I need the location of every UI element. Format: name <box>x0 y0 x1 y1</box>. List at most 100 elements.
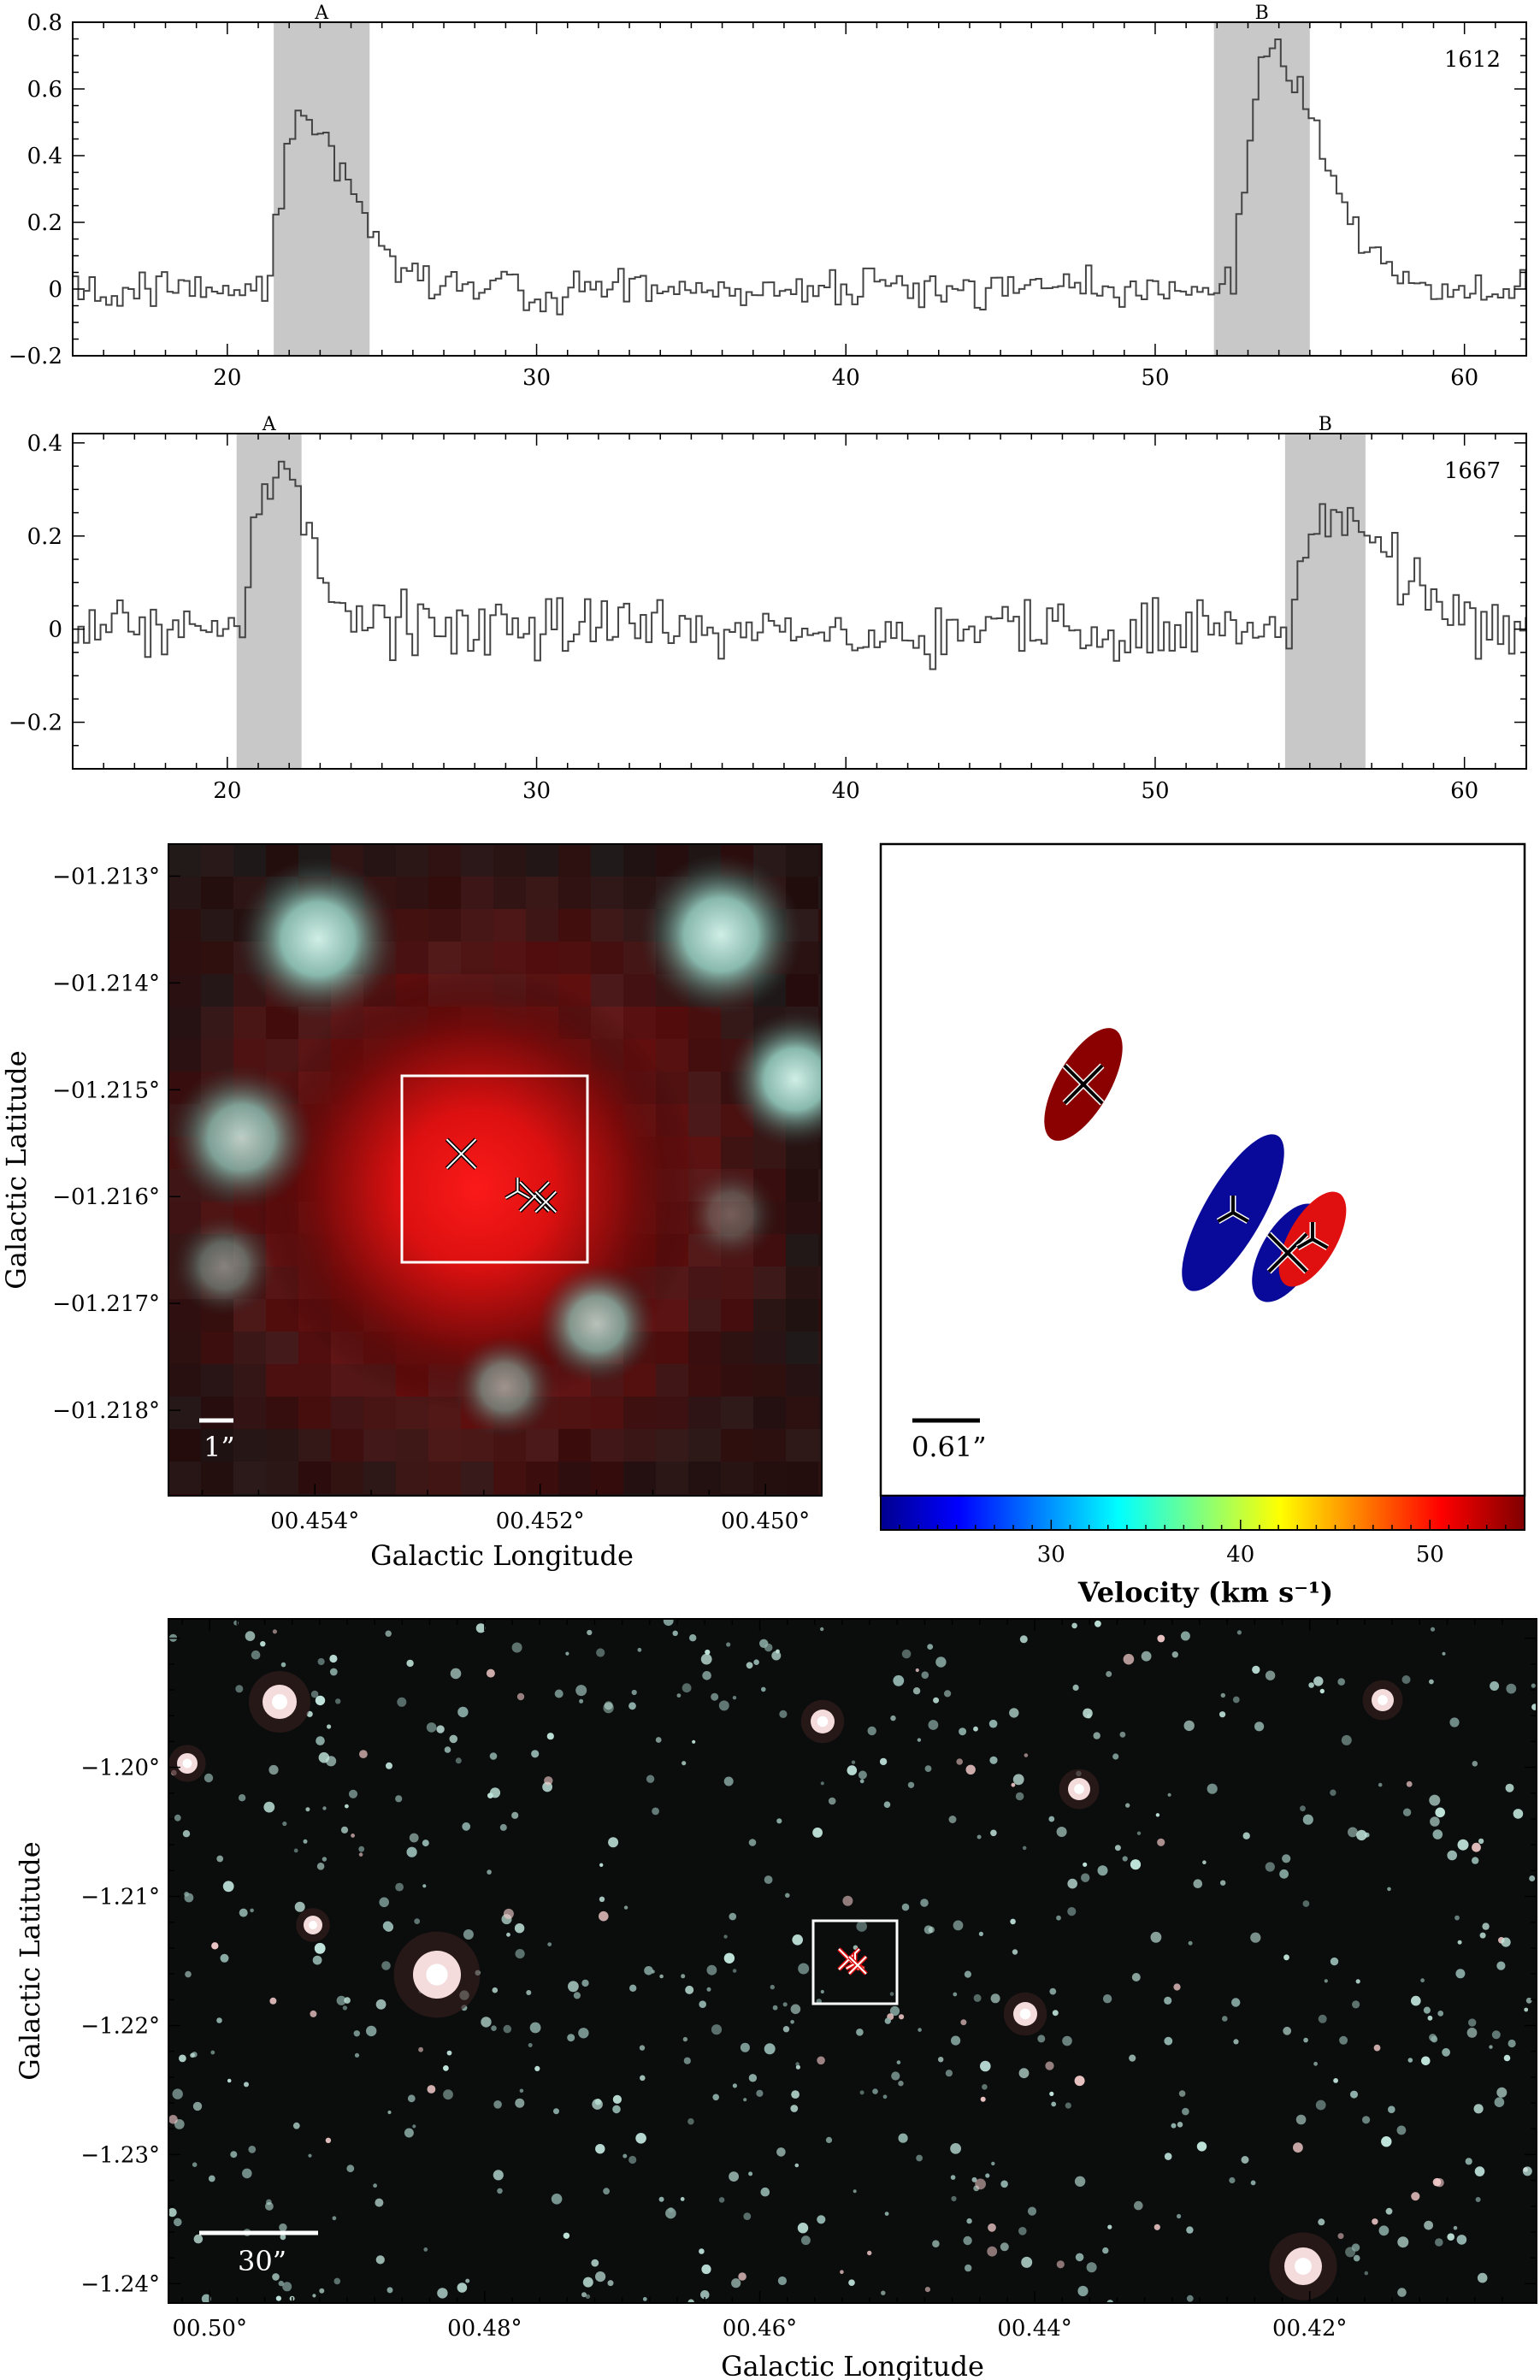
y-tick-label: −0.2 <box>9 344 62 369</box>
star <box>1315 2099 1326 2111</box>
star <box>1067 1907 1077 1916</box>
star <box>534 2065 540 2071</box>
x-tick-label: 00.454° <box>270 1509 359 1534</box>
star <box>322 1806 327 1810</box>
image-pixel <box>558 1397 592 1430</box>
star <box>1324 1979 1328 1983</box>
star <box>1011 1782 1016 1787</box>
image-pixel <box>233 1494 267 1496</box>
star <box>1177 2213 1182 2219</box>
star <box>1074 2076 1085 2087</box>
star <box>1420 1978 1425 1983</box>
star <box>220 1953 229 1963</box>
star <box>519 2088 524 2094</box>
star <box>235 1685 244 1693</box>
star <box>591 2259 599 2267</box>
star <box>1431 2035 1438 2043</box>
star <box>316 1736 325 1745</box>
star <box>204 1773 214 1783</box>
star <box>1067 1878 1077 1889</box>
star <box>990 1993 1000 2004</box>
star <box>1178 2090 1186 2097</box>
x-tick-label: 60 <box>1450 365 1478 391</box>
shaded-region-b <box>1284 434 1366 769</box>
star-blob <box>684 1167 778 1261</box>
star <box>980 2096 986 2102</box>
star <box>1506 1683 1517 1694</box>
star <box>608 1837 619 1848</box>
star <box>702 1671 711 1680</box>
star <box>764 1875 773 1884</box>
x-tick-label: 40 <box>832 365 860 391</box>
image-pixel <box>721 1397 754 1430</box>
star <box>764 2043 776 2055</box>
star <box>260 1641 266 1647</box>
star <box>487 1869 492 1875</box>
star <box>622 2153 628 2159</box>
y-marker <box>1312 1237 1329 1249</box>
star <box>492 1987 499 1993</box>
star <box>1478 1838 1484 1845</box>
star <box>567 2034 575 2042</box>
star <box>635 2133 646 2144</box>
image-pixel <box>753 1299 787 1332</box>
star <box>948 1816 957 1823</box>
y-tick-label: −1.20° <box>80 1756 160 1781</box>
shaded-region-label: A <box>314 3 329 24</box>
star <box>1155 1813 1160 1817</box>
star <box>1229 2176 1236 2184</box>
star <box>1300 1805 1306 1812</box>
star <box>628 2155 637 2164</box>
star <box>293 1848 298 1853</box>
star <box>701 2264 711 2275</box>
star <box>790 2020 794 2024</box>
star <box>756 2089 764 2097</box>
star <box>1303 2037 1308 2043</box>
star <box>174 2218 182 2227</box>
star <box>1250 2180 1256 2186</box>
scale-bar-label: 1” <box>204 1431 235 1463</box>
star <box>1027 2206 1037 2216</box>
image-pixel <box>428 1462 462 1495</box>
star <box>791 2090 800 2099</box>
star <box>1114 1845 1121 1851</box>
x-tick-label: 00.450° <box>721 1509 810 1534</box>
star <box>978 1931 983 1936</box>
star <box>386 2287 393 2294</box>
star <box>820 1627 824 1632</box>
star <box>973 1993 982 2002</box>
star <box>889 1992 894 1996</box>
star <box>1337 2233 1344 2240</box>
star <box>1402 1808 1412 1816</box>
star <box>1220 1692 1226 1698</box>
star <box>1062 2035 1072 2046</box>
star <box>563 2232 570 2239</box>
star <box>1378 1782 1383 1787</box>
image-pixel <box>818 1429 822 1462</box>
star <box>174 1814 181 1822</box>
star <box>493 2170 504 2181</box>
image-pixel <box>396 909 429 942</box>
star <box>1015 1792 1024 1801</box>
image-pixel <box>396 1494 429 1496</box>
image-pixel <box>461 844 494 877</box>
star <box>395 1795 403 1803</box>
star <box>404 2128 414 2138</box>
star <box>294 1901 305 1912</box>
star <box>487 1792 493 1799</box>
star <box>718 2197 725 2203</box>
star <box>449 1734 458 1744</box>
image-pixel <box>688 1494 722 1496</box>
star <box>190 2052 195 2058</box>
star <box>1265 1862 1275 1872</box>
star <box>953 1920 964 1931</box>
star <box>990 1829 997 1837</box>
star <box>322 1857 327 1862</box>
image-pixel <box>526 1429 559 1462</box>
star <box>907 1781 915 1788</box>
star <box>1236 1630 1242 1635</box>
star <box>1468 2018 1477 2027</box>
star <box>680 2197 685 2201</box>
star <box>595 2144 605 2154</box>
